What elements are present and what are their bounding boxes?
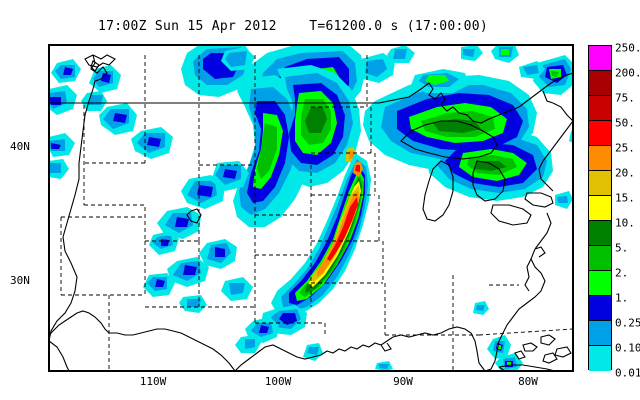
colorbar-band-10 (589, 221, 611, 246)
colorbar-band-75 (589, 96, 611, 121)
colorbar-tick-001: 0.01 (615, 366, 640, 380)
precip-region-bahamas (375, 301, 523, 371)
colorbar-tick-250: 250. (615, 41, 640, 55)
colorbar-tick-5: 5. (615, 241, 629, 255)
y-tick-40n: 40N (10, 140, 30, 153)
colorbar-band-025 (589, 321, 611, 346)
colorbar-band-200 (589, 71, 611, 96)
colorbar-tick-2: 2. (615, 266, 629, 280)
colorbar-tick-20: 20. (615, 166, 635, 180)
x-tick-80w: 80W (518, 375, 538, 388)
x-tick-110w: 110W (139, 375, 167, 388)
state-borders (60, 55, 573, 371)
colorbar-tick-200: 200. (615, 66, 640, 80)
colorbar-band-1 (589, 296, 611, 321)
precip-region-squall-line (235, 153, 371, 353)
colorbar-tick-25: 25. (615, 141, 635, 155)
colorbar-band-2 (589, 271, 611, 296)
precip-scattered-cells (49, 45, 519, 361)
colorbar-tick-025: 0.25 (615, 316, 640, 330)
map-plot-frame (48, 44, 574, 372)
colorbar (588, 45, 612, 371)
y-tick-30n: 30N (10, 274, 30, 287)
x-tick-90w: 90W (393, 375, 413, 388)
figure-title: 17:00Z Sun 15 Apr 2012 T=61200.0 s (17:0… (97, 19, 489, 34)
colorbar-band-250 (589, 46, 611, 71)
colorbar-tick-50: 50. (615, 116, 635, 130)
colorbar-tick-010: 0.10 (615, 341, 640, 355)
colorbar-band-20 (589, 171, 611, 196)
colorbar-tick-15: 15. (615, 191, 635, 205)
coastlines (49, 54, 573, 371)
colorbar-tick-10: 10. (615, 216, 635, 230)
x-tick-100w: 100W (264, 375, 292, 388)
colorbar-tick-75: 75. (615, 91, 635, 105)
colorbar-band-5 (589, 246, 611, 271)
precip-region-central-plains (233, 65, 361, 227)
map-canvas (49, 45, 573, 371)
colorbar-band-15 (589, 196, 611, 221)
colorbar-band-50 (589, 121, 611, 146)
colorbar-band-010 (589, 346, 611, 371)
colorbar-band-25 (589, 146, 611, 171)
colorbar-tick-1: 1. (615, 291, 629, 305)
